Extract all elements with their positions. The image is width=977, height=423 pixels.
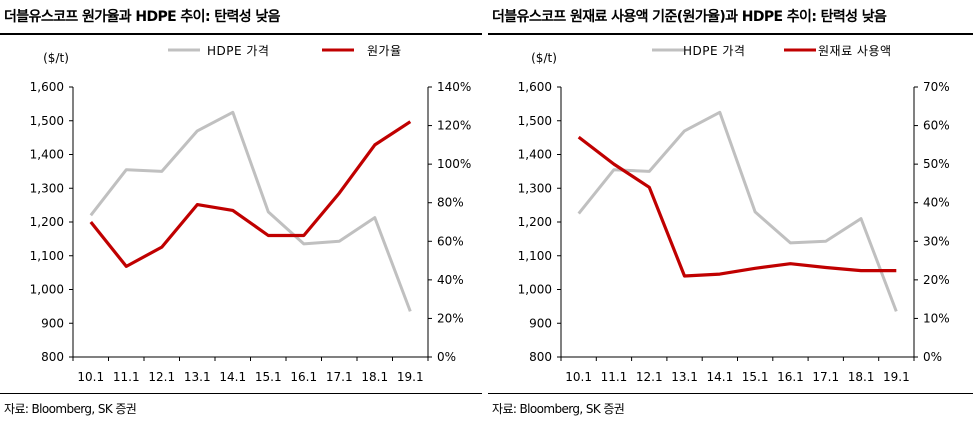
y-right-tick-label: 100% xyxy=(437,157,471,171)
y-right-tick-label: 70% xyxy=(923,80,950,94)
y-right-tick-label: 30% xyxy=(923,234,950,248)
y-left-tick-label: 1,600 xyxy=(30,80,64,94)
y-left-tick-label: 900 xyxy=(529,316,552,330)
legend-label-ratio: 원가율 xyxy=(367,44,402,58)
y-left-tick-label: 1,300 xyxy=(30,181,64,195)
y-right-tick-label: 140% xyxy=(437,80,471,94)
x-tick-label: 10.1 xyxy=(565,370,592,384)
title-rule xyxy=(0,33,482,35)
y-left-tick-label: 1,100 xyxy=(30,249,64,263)
x-tick-label: 16.1 xyxy=(777,370,804,384)
x-tick-label: 10.1 xyxy=(77,370,104,384)
series-line-hdpe xyxy=(89,110,412,312)
y-left-axis-label: ($/t) xyxy=(531,51,557,65)
y-left-tick-label: 800 xyxy=(41,350,64,364)
series-line-hdpe xyxy=(577,110,898,312)
chart-title: 더블유스코프 원가율과 HDPE 추이: 탄력성 낮음 xyxy=(4,9,280,25)
y-left-tick-label: 1,000 xyxy=(30,283,64,297)
y-right-tick-label: 0% xyxy=(437,350,456,364)
y-left-tick-label: 1,200 xyxy=(30,215,64,229)
y-right-tick-label: 50% xyxy=(923,157,950,171)
y-left-axis-label: ($/t) xyxy=(43,51,69,65)
x-tick-label: 13.1 xyxy=(671,370,698,384)
y-left-tick-label: 1,400 xyxy=(518,148,552,162)
x-tick-label: 14.1 xyxy=(706,370,733,384)
source-note: 자료: Bloomberg, SK 증권 xyxy=(492,402,625,416)
x-tick-label: 19.1 xyxy=(397,370,424,384)
y-right-tick-label: 60% xyxy=(437,234,464,248)
series-line-ratio xyxy=(577,135,897,278)
x-tick-label: 15.1 xyxy=(255,370,282,384)
y-left-tick-label: 1,300 xyxy=(518,181,552,195)
y-right-tick-label: 20% xyxy=(923,273,950,287)
y-left-tick-label: 1,000 xyxy=(518,283,552,297)
legend-label-ratio: 원재료 사용액 xyxy=(818,44,892,58)
x-tick-label: 11.1 xyxy=(601,370,628,384)
x-tick-label: 18.1 xyxy=(848,370,875,384)
y-left-tick-label: 1,200 xyxy=(518,215,552,229)
x-tick-label: 13.1 xyxy=(184,370,211,384)
y-left-tick-label: 1,600 xyxy=(518,80,552,94)
title-rule xyxy=(488,33,973,35)
legend-label-hdpe: HDPE 가격 xyxy=(683,44,745,58)
y-right-tick-label: 40% xyxy=(437,273,464,287)
x-tick-label: 17.1 xyxy=(812,370,839,384)
y-right-tick-label: 120% xyxy=(437,119,471,133)
y-left-tick-label: 1,500 xyxy=(518,114,552,128)
y-right-tick-label: 40% xyxy=(923,196,950,210)
bottom-rule xyxy=(488,393,973,394)
y-left-tick-label: 900 xyxy=(41,316,64,330)
y-right-tick-label: 0% xyxy=(923,350,942,364)
y-left-tick-label: 1,400 xyxy=(30,148,64,162)
x-tick-label: 16.1 xyxy=(290,370,317,384)
legend-label-hdpe: HDPE 가격 xyxy=(207,44,269,58)
y-right-tick-label: 10% xyxy=(923,311,950,325)
y-right-tick-label: 80% xyxy=(437,196,464,210)
source-note: 자료: Bloomberg, SK 증권 xyxy=(4,402,137,416)
series-line-ratio xyxy=(89,120,412,268)
y-right-tick-label: 60% xyxy=(923,119,950,133)
x-tick-label: 14.1 xyxy=(219,370,246,384)
x-tick-label: 17.1 xyxy=(326,370,353,384)
y-right-tick-label: 20% xyxy=(437,311,464,325)
y-left-tick-label: 800 xyxy=(529,350,552,364)
chart-panel-right: 더블유스코프 원재료 사용액 기준(원가율)과 HDPE 추이: 탄력성 낮음 … xyxy=(488,0,977,423)
y-left-tick-label: 1,500 xyxy=(30,114,64,128)
x-tick-label: 19.1 xyxy=(883,370,910,384)
line-chart: 800 900 1,000 1,100 1,200 1,300 1,400 1,500 1,60… xyxy=(30,44,472,384)
chart-panel-left: 더블유스코프 원가율과 HDPE 추이: 탄력성 낮음 800 900 1,000 1… xyxy=(0,0,486,423)
chart-title: 더블유스코프 원재료 사용액 기준(원가율)과 HDPE 추이: 탄력성 낮음 xyxy=(492,9,887,25)
x-tick-label: 12.1 xyxy=(148,370,175,384)
x-tick-label: 11.1 xyxy=(113,370,140,384)
bottom-rule xyxy=(0,393,482,394)
x-tick-label: 18.1 xyxy=(361,370,388,384)
line-chart: 800 900 1,000 1,100 1,200 1,300 1,400 1,500 1,60… xyxy=(518,44,950,384)
x-tick-label: 15.1 xyxy=(742,370,769,384)
y-left-tick-label: 1,100 xyxy=(518,249,552,263)
x-tick-label: 12.1 xyxy=(636,370,663,384)
